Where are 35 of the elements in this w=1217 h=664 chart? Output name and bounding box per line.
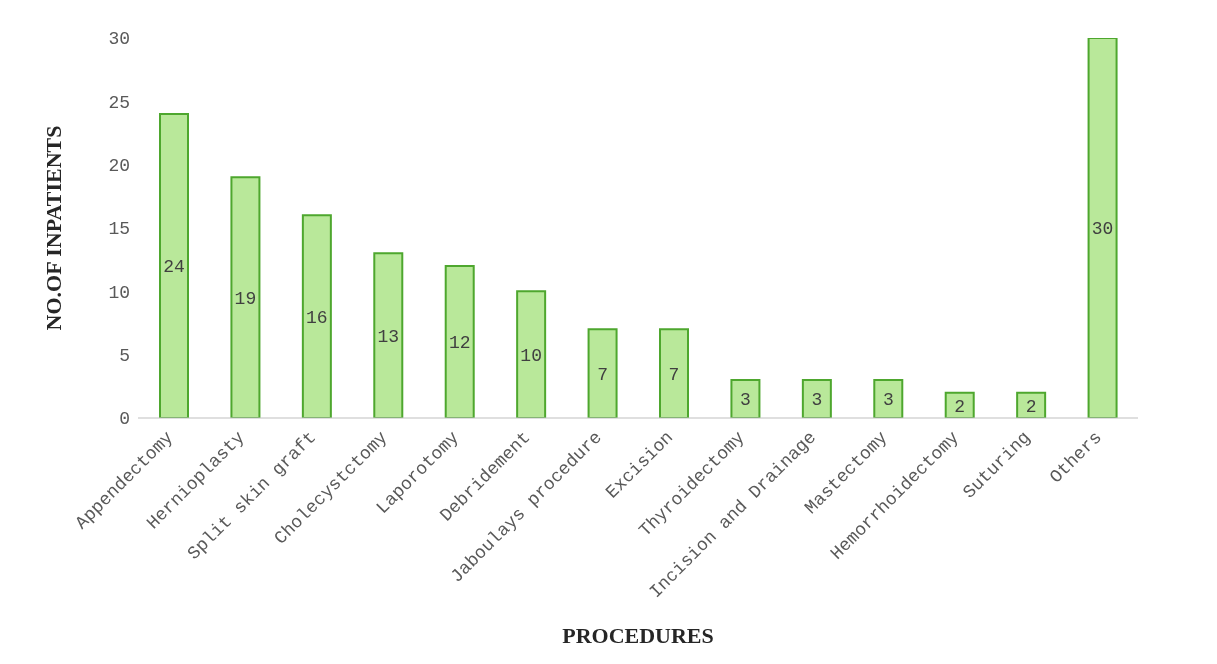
data-label: 2 xyxy=(954,396,966,417)
bar xyxy=(444,265,475,418)
data-label: 19 xyxy=(234,289,257,310)
data-label: 2 xyxy=(1025,396,1037,417)
y-axis-title: NO.OF INPATIENTS xyxy=(40,125,66,331)
y-tick-label: 10 xyxy=(108,282,130,303)
bar xyxy=(1087,38,1118,418)
bar xyxy=(516,290,547,418)
bar xyxy=(801,379,832,418)
bar xyxy=(230,176,261,418)
bar xyxy=(659,328,689,418)
y-tick-label: 15 xyxy=(108,219,130,240)
bar xyxy=(730,379,761,418)
bar xyxy=(159,113,189,418)
y-tick-label: 20 xyxy=(108,156,130,177)
data-label: 7 xyxy=(597,365,608,386)
data-label: 10 xyxy=(520,346,542,367)
data-label: 7 xyxy=(668,365,680,386)
data-label: 16 xyxy=(306,308,328,329)
data-label: 3 xyxy=(740,390,751,411)
y-tick-label: 30 xyxy=(108,29,130,50)
x-axis-title: PROCEDURES xyxy=(562,623,714,648)
data-label: 13 xyxy=(377,327,400,348)
data-label: 24 xyxy=(163,257,185,278)
data-label: 30 xyxy=(1091,219,1114,240)
data-label: 3 xyxy=(882,390,894,411)
y-tick-label: 0 xyxy=(119,409,130,430)
data-label: 12 xyxy=(448,333,471,354)
data-label: 3 xyxy=(811,390,823,411)
bar xyxy=(873,379,904,418)
y-tick-label: 25 xyxy=(108,92,130,113)
y-tick-label: 5 xyxy=(119,346,130,367)
bar xyxy=(587,328,618,418)
bar xyxy=(373,252,404,418)
bar xyxy=(301,214,332,418)
